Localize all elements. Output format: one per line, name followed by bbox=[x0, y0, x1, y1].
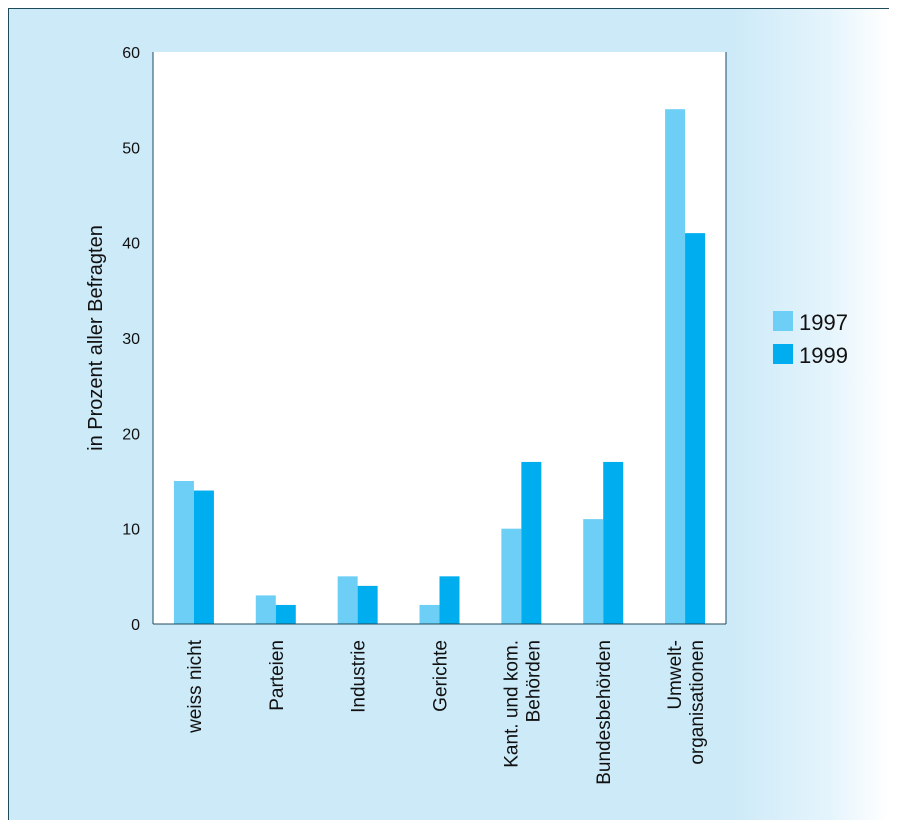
bar-1997-6 bbox=[665, 109, 686, 624]
bar-1999-1 bbox=[275, 604, 296, 624]
bar-1997-5 bbox=[583, 519, 604, 624]
legend-swatch-1999 bbox=[773, 344, 793, 364]
y-tick-label: 10 bbox=[122, 522, 140, 539]
x-category-label-line: Behörden bbox=[523, 640, 544, 722]
bar-1999-5 bbox=[603, 461, 624, 624]
bar-1997-3 bbox=[419, 604, 440, 624]
bar-1999-0 bbox=[193, 490, 214, 624]
bar-1997-4 bbox=[501, 528, 522, 624]
bar-1999-2 bbox=[357, 585, 378, 624]
bar-1997-2 bbox=[337, 576, 358, 624]
x-category-label: Industrie bbox=[349, 640, 370, 713]
x-category-label: Umwelt-organisationen bbox=[665, 640, 708, 765]
x-category-label-line: Gerichte bbox=[431, 640, 452, 712]
plot-area bbox=[153, 52, 726, 624]
y-tick-label: 40 bbox=[122, 236, 140, 253]
legend-label: 1999 bbox=[799, 343, 848, 368]
x-category-label: Bundesbehörden bbox=[594, 640, 615, 785]
x-category-label-line: organisationen bbox=[687, 640, 708, 765]
bar-1999-4 bbox=[521, 461, 542, 624]
x-category-label: weiss nicht bbox=[185, 639, 206, 734]
x-category-label-line: Kant. und kom. bbox=[501, 640, 522, 768]
y-tick-label: 0 bbox=[131, 617, 140, 634]
y-tick-label: 30 bbox=[122, 331, 140, 348]
x-category-label-line: weiss nicht bbox=[185, 639, 206, 734]
x-category-label-line: Industrie bbox=[349, 640, 370, 713]
x-category-label-line: Umwelt- bbox=[665, 640, 686, 710]
bar-1999-6 bbox=[685, 233, 706, 624]
legend-swatch-1997 bbox=[773, 311, 793, 331]
x-category-label-line: Parteien bbox=[267, 640, 288, 711]
x-category-label: Parteien bbox=[267, 640, 288, 711]
x-category-label: Gerichte bbox=[431, 640, 452, 712]
y-tick-label: 20 bbox=[122, 426, 140, 443]
y-tick-label: 60 bbox=[122, 45, 140, 62]
legend-label: 1997 bbox=[799, 310, 848, 335]
bar-1997-1 bbox=[255, 595, 276, 624]
x-category-label: Kant. und kom. Behörden bbox=[501, 640, 544, 768]
y-axis-label: in Prozent aller Befragten bbox=[85, 225, 107, 451]
y-tick-label: 50 bbox=[122, 140, 140, 157]
bar-1999-3 bbox=[439, 576, 460, 624]
bar-1997-0 bbox=[173, 481, 194, 624]
x-category-label-line: Bundesbehörden bbox=[594, 640, 615, 785]
